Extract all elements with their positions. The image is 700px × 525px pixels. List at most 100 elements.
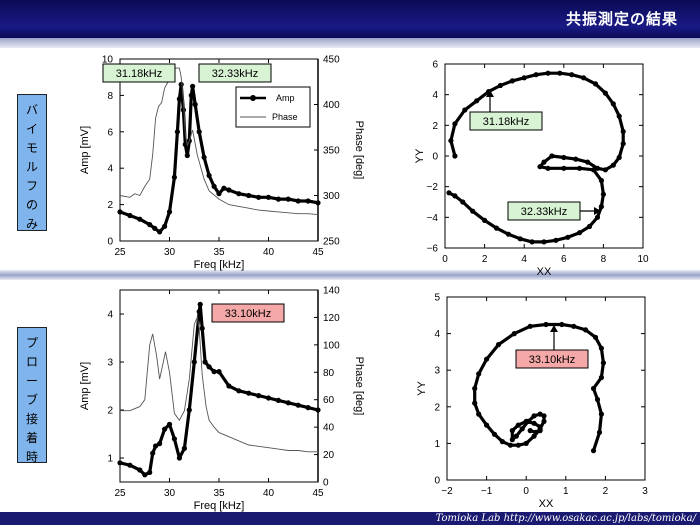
data-point [196, 309, 202, 315]
data-point [561, 165, 567, 171]
arrow-head [594, 207, 601, 215]
footer-credit: Tomioka Lab http://www.osakac.ac.jp/labs… [435, 513, 696, 524]
data-point [523, 440, 529, 446]
y-tick-label: 10 [102, 55, 114, 66]
y-tick-label: 4 [107, 310, 113, 321]
data-point [171, 174, 177, 180]
data-point [537, 424, 543, 430]
data-point [236, 191, 242, 197]
legend-amp-marker [250, 95, 256, 101]
data-point [600, 360, 607, 366]
data-point [127, 212, 133, 219]
y2-tick-label: 120 [323, 313, 340, 324]
data-point [533, 72, 539, 78]
data-point [275, 196, 281, 202]
y-tick-label: 0 [434, 476, 440, 487]
freq-tag: 32.33kHz [198, 63, 272, 83]
data-point [127, 462, 133, 468]
freq-tag-label: 31.18kHz [116, 68, 162, 80]
data-point [541, 239, 547, 245]
y-tick-label: 2 [434, 402, 440, 413]
x-tick-label: 25 [114, 247, 126, 258]
data-point [221, 185, 227, 191]
data-point [531, 420, 537, 426]
data-point [523, 418, 529, 424]
data-point [470, 208, 476, 214]
y2-tick-label: 80 [323, 368, 335, 379]
data-point [598, 411, 605, 417]
data-point [305, 198, 311, 204]
data-point [171, 436, 177, 442]
data-point [226, 383, 232, 389]
data-point [152, 225, 158, 231]
data-point [295, 198, 301, 204]
data-point [201, 154, 207, 160]
data-point [162, 426, 168, 432]
y-tick-label: 4 [107, 164, 113, 175]
x-tick-label: 0 [442, 254, 448, 265]
data-point [153, 443, 159, 449]
data-point [452, 193, 458, 199]
data-point [476, 371, 482, 377]
freq-tag: 33.10kHz [515, 325, 589, 369]
data-point [616, 113, 622, 119]
x-axis-label: Freq [kHz] [194, 500, 245, 512]
data-point [452, 121, 458, 127]
data-point [315, 200, 321, 206]
x-axis-label: XX [539, 498, 554, 510]
side-label-bottom: プローブ接着時 [17, 327, 47, 464]
data-point [190, 83, 196, 89]
data-point [211, 183, 217, 189]
data-point [495, 342, 502, 348]
y2-tick-label: 350 [323, 146, 340, 157]
y-tick-label: −4 [427, 213, 439, 224]
y-tick-label: 5 [434, 293, 440, 304]
data-point [147, 469, 153, 475]
data-point [497, 82, 503, 89]
data-point [598, 204, 605, 210]
x-tick-label: 10 [637, 254, 649, 265]
freq-tag-label: 32.33kHz [521, 206, 567, 218]
data-point [462, 107, 468, 113]
phase-line [119, 67, 319, 216]
data-point [191, 359, 197, 365]
y2-tick-label: 60 [323, 395, 335, 406]
x-tick-label: 45 [312, 247, 324, 258]
data-point [499, 439, 505, 445]
data-point [476, 411, 482, 417]
data-point [602, 90, 609, 96]
header-band [0, 38, 700, 48]
y2-tick-label: 250 [323, 237, 340, 248]
x-axis-label: Freq [kHz] [194, 259, 245, 271]
y-tick-label: 8 [107, 91, 113, 102]
series-phase [119, 67, 319, 216]
freq-tag-label: 33.10kHz [529, 354, 575, 366]
data-point [515, 442, 521, 448]
x-tick-label: −2 [441, 486, 453, 497]
data-point [174, 129, 180, 135]
x-tick-label: 1 [563, 486, 569, 497]
data-point [592, 334, 599, 340]
data-point [176, 96, 182, 102]
freq-tag: 31.18kHz [469, 90, 543, 131]
y-tick-label: 1 [434, 439, 440, 450]
data-point [166, 209, 173, 215]
series-amp [117, 301, 321, 478]
y-tick-label: 0 [107, 237, 113, 248]
y-tick-label: −2 [427, 182, 439, 193]
data-point [531, 413, 537, 419]
x-tick-label: 35 [213, 488, 225, 499]
data-point [184, 152, 190, 159]
data-point [162, 223, 168, 229]
data-point [178, 81, 184, 88]
data-point [176, 455, 182, 461]
y-tick-label: 4 [432, 90, 438, 101]
freq-tag: 31.18kHz [102, 63, 176, 83]
side-label-top: バイモルフのみ [17, 94, 47, 231]
data-point [549, 153, 555, 159]
data-point [202, 359, 208, 365]
freq-tag-box [102, 63, 176, 83]
data-point [541, 159, 547, 165]
